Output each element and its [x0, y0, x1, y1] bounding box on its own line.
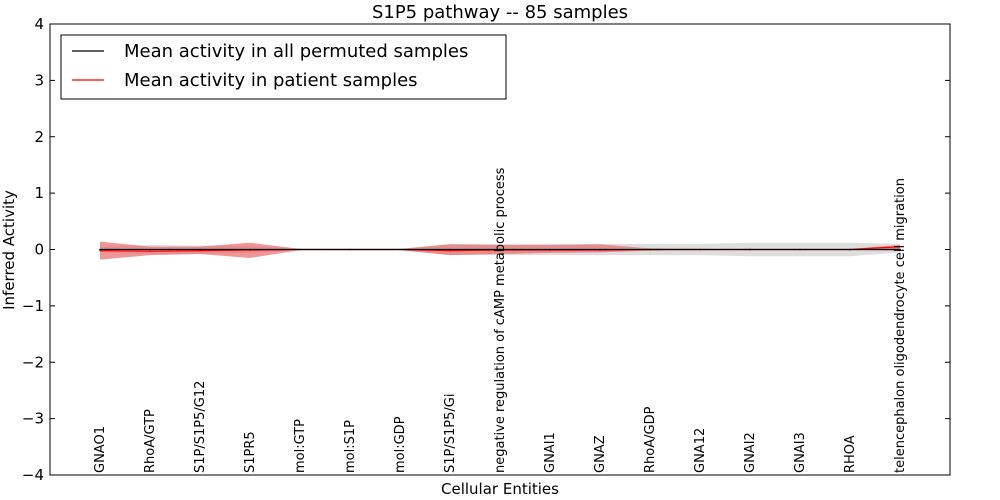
- category-label: S1P/S1P5/Gi: [443, 394, 458, 473]
- y-axis-label: Inferred Activity: [0, 190, 18, 310]
- permuted-point: [799, 248, 801, 251]
- patient-point: [199, 249, 201, 252]
- plot-area-frame: [49, 23, 951, 476]
- category-label: RHOA: [843, 435, 858, 473]
- patient-point: [899, 245, 901, 248]
- permuted-point: [349, 248, 351, 251]
- y-tick-label: 4: [34, 15, 44, 33]
- category-label: negative regulation of cAMP metabolic pr…: [493, 167, 508, 473]
- y-tick-label: 3: [34, 71, 44, 89]
- permuted-point: [299, 248, 301, 251]
- legend-label-patient: Mean activity in patient samples: [124, 70, 418, 91]
- category-label: S1P/S1P5/G12: [193, 381, 208, 473]
- category-label: mol:S1P: [343, 420, 358, 473]
- permuted-point: [549, 248, 551, 251]
- category-label: GNAI3: [793, 432, 808, 473]
- y-tick-label: −2: [22, 353, 44, 371]
- permuted-point: [499, 248, 501, 251]
- y-tick-label: 0: [34, 241, 44, 259]
- category-label: GNAO1: [93, 426, 108, 473]
- category-label: GNAZ: [593, 435, 608, 473]
- y-tick-label: −1: [22, 297, 44, 315]
- category-label: RhoA/GTP: [143, 409, 158, 473]
- permuted-point: [449, 248, 451, 251]
- y-tick-label: 1: [34, 184, 44, 202]
- category-label: mol:GTP: [293, 419, 308, 473]
- y-tick-label: −3: [22, 410, 44, 428]
- chart-title: S1P5 pathway -- 85 samples: [372, 2, 628, 23]
- patient-point: [99, 249, 101, 252]
- permuted-point: [749, 248, 751, 251]
- permuted-point: [199, 248, 201, 251]
- x-axis-label: Cellular Entities: [441, 480, 559, 498]
- permuted-point: [99, 248, 101, 251]
- legend: Mean activity in all permuted samples Me…: [60, 34, 507, 100]
- y-tick-label: −4: [22, 466, 44, 484]
- permuted-point: [399, 248, 401, 251]
- permuted-point: [849, 248, 851, 251]
- category-label: telencephalon oligodendrocyte cell migra…: [893, 178, 908, 473]
- legend-label-permuted: Mean activity in all permuted samples: [124, 41, 468, 62]
- permuted-point: [649, 248, 651, 251]
- permuted-point: [249, 248, 251, 251]
- category-label: mol:GDP: [393, 416, 408, 473]
- category-label: RhoA/GDP: [643, 406, 658, 473]
- category-label: S1PR5: [243, 431, 258, 473]
- permuted-point: [149, 248, 151, 251]
- patient-point: [149, 250, 151, 252]
- category-label: GNA12: [693, 428, 708, 473]
- y-tick-label: 2: [34, 128, 44, 146]
- permuted-point: [599, 248, 601, 251]
- category-label: GNAI2: [743, 432, 758, 473]
- legend-box: [60, 34, 507, 100]
- permuted-point: [899, 248, 901, 251]
- patient-point: [449, 249, 451, 252]
- category-label: GNAI1: [543, 432, 558, 473]
- permuted-point: [699, 248, 701, 251]
